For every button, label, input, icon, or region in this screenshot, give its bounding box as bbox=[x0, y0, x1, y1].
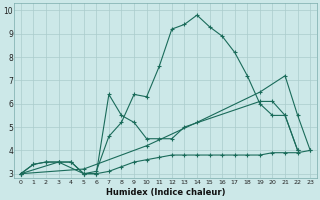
X-axis label: Humidex (Indice chaleur): Humidex (Indice chaleur) bbox=[106, 188, 225, 197]
